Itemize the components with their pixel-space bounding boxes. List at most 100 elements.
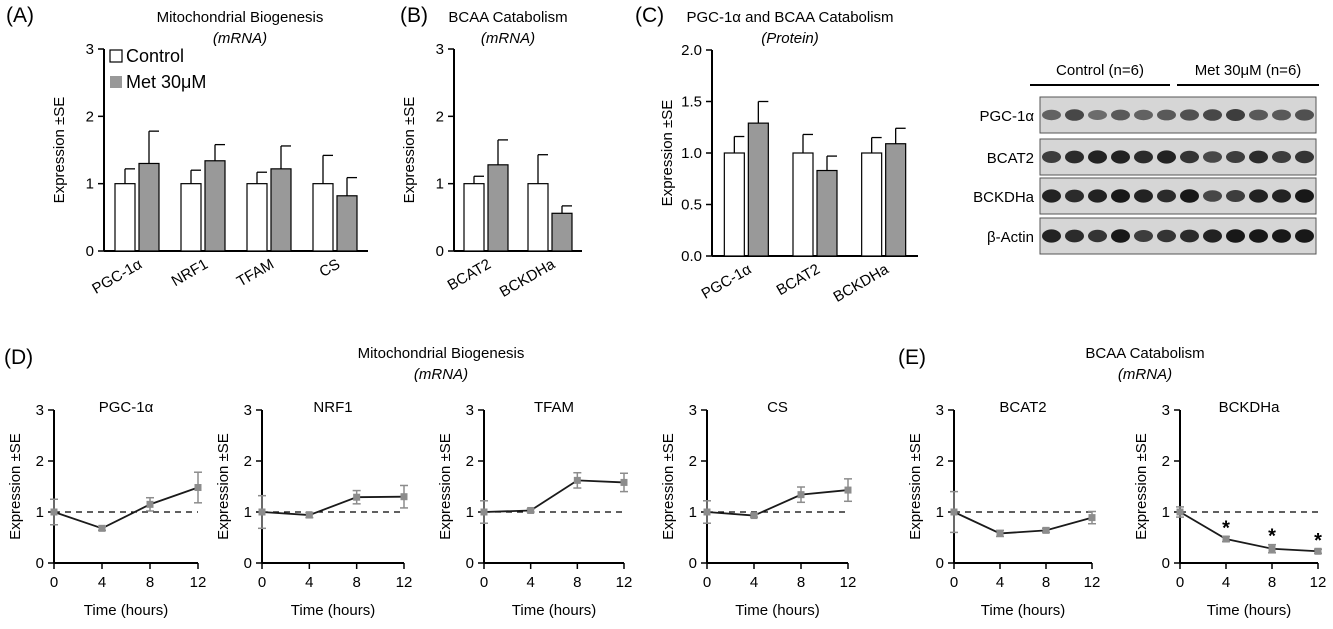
bar-treated	[204, 160, 226, 252]
x-tick-label: 8	[1042, 574, 1050, 591]
x-tick-label: 8	[797, 574, 805, 591]
legend-label: Control	[126, 46, 184, 66]
blot-band	[1180, 189, 1199, 203]
x-tick-label: 8	[146, 574, 154, 591]
blot-band	[1042, 229, 1061, 243]
panel-label: (A)	[6, 4, 34, 27]
x-tick-label: 8	[573, 574, 581, 591]
x-tick-label: 0	[258, 574, 266, 591]
series-line	[706, 489, 849, 517]
x-tick-label: BCKDHa	[497, 255, 559, 300]
x-tick-label: 12	[1310, 574, 1327, 591]
blot-band	[1203, 229, 1222, 243]
series-line	[261, 495, 405, 516]
blot-band	[1111, 189, 1130, 203]
data-point	[527, 506, 535, 514]
data-point	[1176, 508, 1184, 516]
data-point	[1222, 535, 1230, 543]
x-tick-label: 0	[480, 574, 488, 591]
bar-treated	[885, 143, 907, 257]
blot-band	[1111, 109, 1130, 121]
bar-control	[792, 152, 814, 257]
series-line	[483, 479, 625, 513]
blot-band	[1042, 189, 1061, 203]
group-title-d: Mitochondrial Biogenesis	[358, 345, 525, 362]
bar-treated	[747, 122, 769, 257]
blot-band	[1134, 230, 1153, 242]
y-tick-label: 3	[36, 402, 44, 419]
y-tick-label: 2	[86, 108, 94, 125]
chart-title: PGC-1α	[99, 399, 154, 416]
x-tick-label: 4	[98, 574, 106, 591]
blot-band	[1203, 151, 1222, 163]
group-subtitle-d: (mRNA)	[414, 366, 468, 383]
bar-treated	[551, 212, 573, 252]
blot-band	[1134, 109, 1153, 121]
bar-control	[180, 183, 202, 252]
series-line	[953, 511, 1093, 535]
y-tick-label: 1	[466, 504, 474, 521]
group-title-e: BCAA Catabolism	[1085, 345, 1204, 362]
x-tick-label: 4	[996, 574, 1004, 591]
blot-band	[1295, 229, 1314, 243]
x-tick-label: PGC-1α	[89, 256, 145, 298]
data-point	[194, 484, 202, 492]
blot-band	[1111, 229, 1130, 243]
significance-marker: *	[1314, 530, 1322, 552]
bar-chart-panel-a: (A) Mitochondrial Biogenesis (mRNA) Express…	[6, 4, 368, 298]
blot-group-label: Control (n=6)	[1056, 62, 1144, 79]
panel-label: (B)	[400, 4, 428, 27]
data-point	[620, 478, 628, 486]
bar-treated	[487, 164, 509, 252]
x-tick-label: 8	[352, 574, 360, 591]
blot-band	[1272, 229, 1291, 243]
y-tick-label: 0	[436, 243, 444, 260]
y-tick-label: 2	[466, 453, 474, 470]
chart-title: CS	[767, 399, 788, 416]
x-tick-label: CS	[316, 256, 343, 281]
blot-row-label: β-Actin	[987, 229, 1034, 246]
bar-treated	[270, 168, 292, 252]
blot-strip	[1039, 177, 1317, 215]
bar-control	[723, 152, 745, 257]
blot-band	[1295, 150, 1314, 164]
x-tick-label: BCKDHa	[830, 260, 892, 305]
y-axis-label: Expression ±SE	[907, 433, 924, 540]
significance-marker: *	[1268, 526, 1276, 548]
chart-subtitle: (Protein)	[761, 30, 819, 47]
blot-band	[1249, 189, 1268, 203]
chart-title: BCAT2	[999, 399, 1046, 416]
chart-title: TFAM	[534, 399, 574, 416]
x-tick-label: 4	[1222, 574, 1230, 591]
blot-band	[1295, 109, 1314, 121]
y-tick-label: 1.0	[681, 145, 702, 162]
bar-control	[312, 183, 334, 252]
group-subtitle-e: (mRNA)	[1118, 366, 1172, 383]
y-tick-label: 1.5	[681, 94, 702, 111]
y-tick-label: 1	[936, 504, 944, 521]
panel-label: (E)	[898, 346, 926, 369]
blot-band	[1088, 189, 1107, 203]
blot-band	[1157, 229, 1176, 243]
y-tick-label: 3	[1162, 402, 1170, 419]
y-tick-label: 2	[936, 453, 944, 470]
bar-treated	[816, 169, 838, 257]
x-tick-label: 12	[616, 574, 633, 591]
y-axis-label: Expression ±SE	[7, 433, 24, 540]
y-tick-label: 3	[86, 41, 94, 58]
western-blot: Control (n=6) Met 30μM (n=6) PGC-1α BCAT2 BC…	[973, 62, 1319, 255]
y-tick-label: 2	[689, 453, 697, 470]
blot-band	[1272, 151, 1291, 163]
y-axis-label: Expression ±SE	[660, 433, 677, 540]
x-tick-label: 12	[190, 574, 207, 591]
blot-band	[1088, 110, 1107, 120]
chart-title: NRF1	[313, 399, 352, 416]
series-line	[53, 486, 199, 530]
bar-chart-panel-c: (C) PGC-1α and BCAA Catabolism (Protein) Ex…	[635, 4, 918, 306]
y-tick-label: 3	[936, 402, 944, 419]
